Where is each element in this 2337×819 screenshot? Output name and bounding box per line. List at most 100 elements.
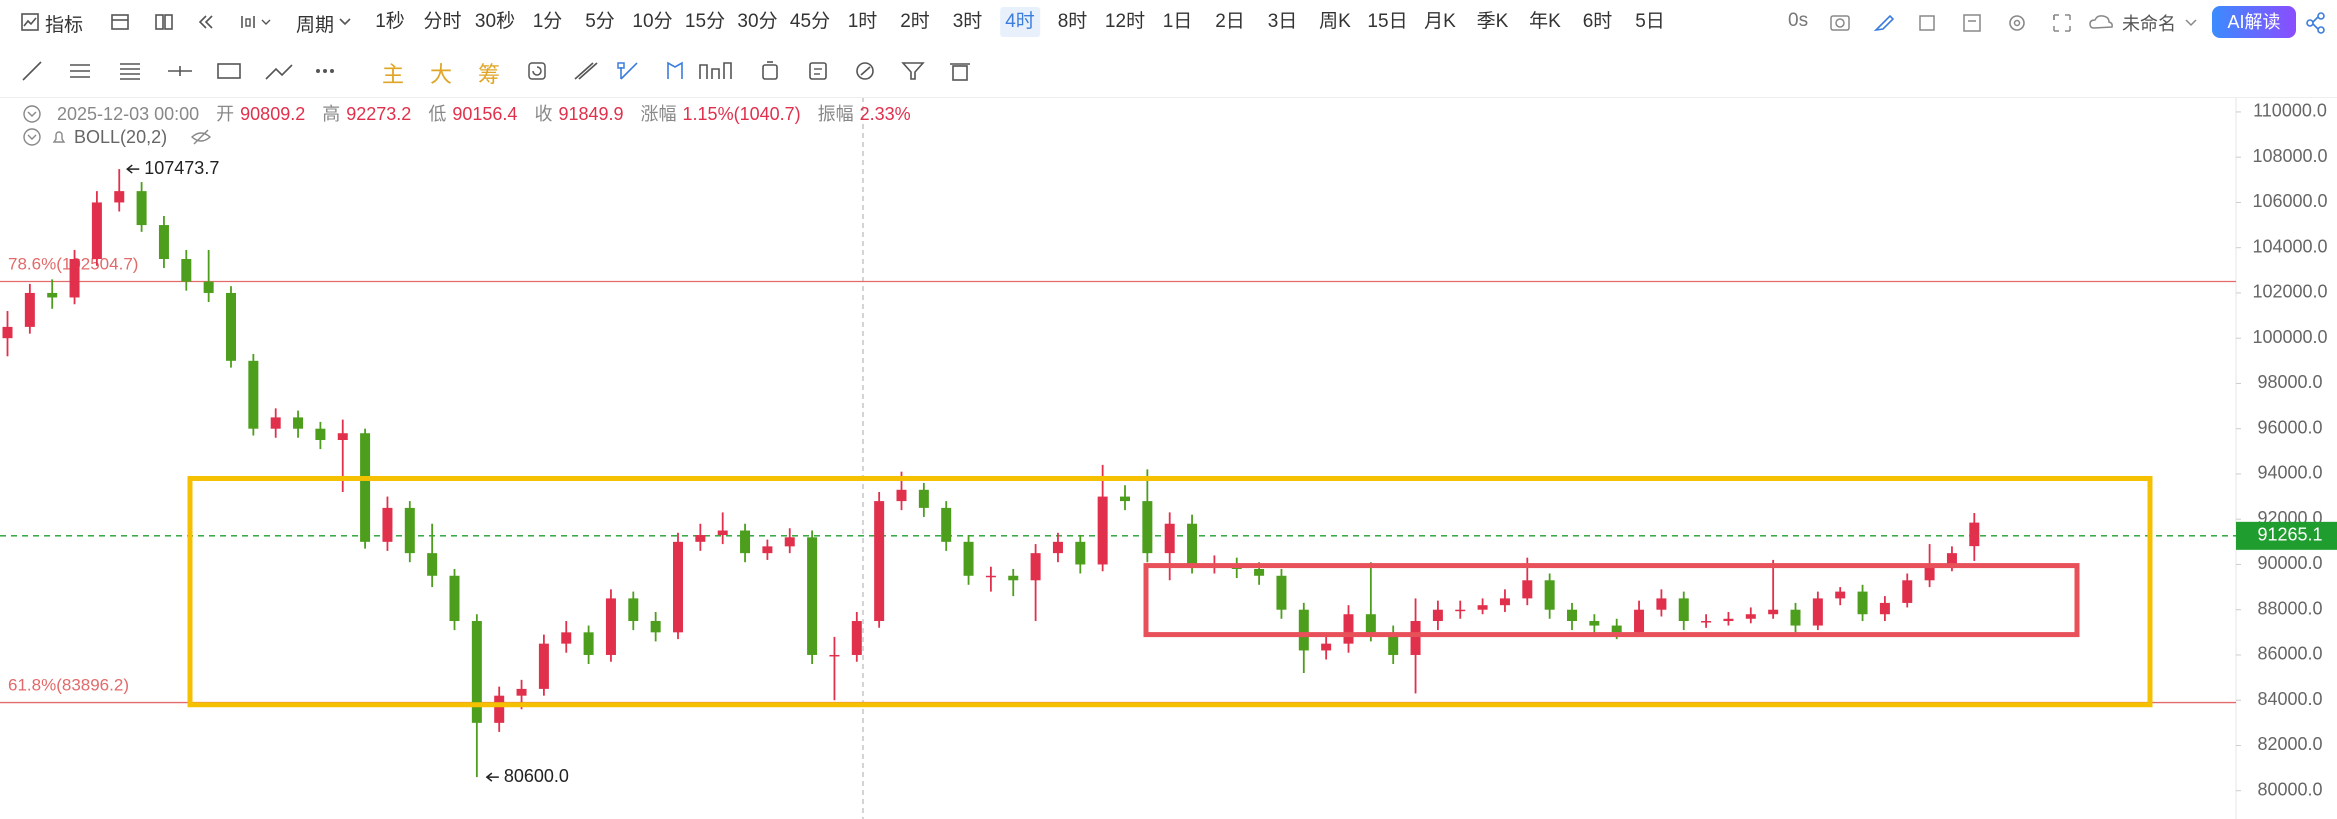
interval-button[interactable]: 周K — [1319, 11, 1351, 32]
candle-body — [1544, 580, 1555, 610]
info-label: 高 — [322, 104, 341, 124]
candle-body — [1611, 625, 1622, 633]
top-right-icons[interactable] — [1828, 11, 2248, 35]
interval-button[interactable]: 季K — [1476, 11, 1509, 32]
layout-name[interactable]: 未命名 — [2122, 14, 2176, 34]
interval-button[interactable]: 2时 — [900, 11, 930, 32]
ai-button[interactable]: AI解读 — [2212, 6, 2296, 38]
candle-body — [918, 489, 929, 508]
interval-button[interactable]: 1时 — [847, 11, 878, 32]
candle-body — [628, 598, 639, 622]
candle-body — [1723, 618, 1734, 622]
replay-icon[interactable] — [196, 12, 216, 32]
chips-toggle[interactable]: 筹 — [478, 62, 501, 87]
interval-button[interactable]: 3日 — [1267, 11, 1298, 32]
draw-tools-right[interactable] — [525, 59, 1055, 83]
info-value: 90809.2 — [240, 104, 306, 124]
last-price-tag — [2236, 521, 2337, 550]
interval-button[interactable]: 12时 — [1104, 11, 1146, 32]
y-tick-label: 86000.0 — [2257, 644, 2322, 664]
interval-button[interactable]: 1分 — [532, 11, 563, 32]
interval-button[interactable]: 1秒 — [375, 11, 405, 32]
candle-body — [1321, 643, 1332, 651]
info-value: 92273.2 — [346, 104, 412, 124]
candle-body — [1187, 523, 1198, 565]
candle-body — [1164, 523, 1175, 554]
interval-button[interactable]: 8时 — [1057, 11, 1088, 32]
info-label: 开 — [216, 104, 235, 124]
candle-body — [1812, 598, 1823, 626]
period-chevron[interactable] — [338, 14, 352, 28]
layout-icon[interactable] — [110, 12, 130, 32]
candle-body — [1388, 632, 1399, 655]
candle-body — [1567, 609, 1577, 622]
y-tick-label: 90000.0 — [2257, 553, 2322, 573]
candle-body — [1969, 522, 1980, 547]
draw-tools-left[interactable] — [20, 59, 350, 83]
big-order-toggle[interactable]: 大 — [430, 62, 453, 87]
interval-button[interactable]: 10分 — [632, 11, 673, 32]
candle-body — [1455, 609, 1466, 612]
timer: 0s — [1788, 10, 1809, 31]
indicator-button[interactable]: 指标 — [45, 15, 84, 36]
candle-body — [1879, 602, 1890, 615]
main-chart-toggle[interactable]: 主 — [382, 62, 405, 87]
share-icon[interactable] — [2304, 11, 2328, 35]
candle-info: 2025-12-03 00:00 开 90809.2 高 92273.2 低 9015… — [23, 100, 923, 126]
candle-body — [494, 695, 505, 723]
range-box — [1143, 563, 2080, 638]
candle-body — [1924, 564, 1935, 581]
interval-button[interactable]: 3时 — [952, 11, 983, 32]
indicator-icon[interactable] — [20, 12, 40, 32]
interval-button[interactable]: 15分 — [684, 11, 726, 32]
alert-icon[interactable] — [49, 127, 69, 147]
period-button[interactable]: 周期 — [296, 15, 335, 36]
candle-body — [1589, 621, 1600, 626]
hide-icon[interactable] — [190, 127, 212, 147]
candle-body — [315, 428, 326, 441]
interval-button[interactable]: 2日 — [1215, 11, 1245, 32]
candle-body — [673, 541, 683, 633]
candle-body — [1075, 541, 1086, 565]
interval-button[interactable]: 4时 — [1000, 7, 1040, 37]
split-icon[interactable] — [154, 12, 174, 32]
candle-body — [874, 501, 885, 622]
candle-body — [47, 292, 58, 298]
candle-body — [293, 417, 304, 429]
interval-button[interactable]: 45分 — [789, 11, 831, 32]
chart-type-icon[interactable] — [238, 12, 274, 32]
collapse-icon[interactable] — [22, 104, 42, 124]
y-tick-label: 82000.0 — [2257, 734, 2322, 754]
interval-button[interactable]: 月K — [1424, 11, 1456, 32]
interval-button[interactable]: 30秒 — [474, 11, 516, 32]
interval-button[interactable]: 1日 — [1162, 11, 1193, 32]
last-price-label: 91265.1 — [2257, 525, 2322, 545]
interval-button[interactable]: 年K — [1529, 11, 1561, 32]
candle-body — [1477, 605, 1488, 610]
y-tick-label: 88000.0 — [2257, 598, 2322, 618]
interval-button[interactable]: 30分 — [737, 11, 778, 32]
candle-body — [985, 575, 996, 578]
interval-button[interactable]: 分时 — [423, 11, 462, 32]
candle-body — [226, 292, 236, 361]
candle-body — [1030, 553, 1041, 581]
collapse-icon[interactable] — [22, 127, 42, 147]
interval-button[interactable]: 6时 — [1582, 11, 1613, 32]
candle-body — [1410, 621, 1421, 655]
interval-button[interactable]: 5日 — [1635, 11, 1665, 32]
candle-body — [1432, 609, 1443, 622]
candle-body — [69, 259, 80, 298]
interval-button[interactable]: 15日 — [1367, 11, 1408, 32]
range-box — [187, 475, 2153, 708]
candle-body — [740, 530, 751, 554]
layout-chevron[interactable] — [2184, 16, 2198, 30]
candle-body — [516, 688, 527, 696]
candle-body — [382, 507, 393, 542]
candle-body — [762, 546, 773, 554]
indicator-name[interactable]: BOLL(20,2) — [74, 127, 168, 147]
y-tick-label: 84000.0 — [2257, 689, 2322, 709]
candle-body — [941, 507, 952, 542]
interval-button[interactable]: 5分 — [585, 11, 615, 32]
info-datetime: 2025-12-03 00:00 — [57, 104, 200, 124]
info-label: 涨幅 — [640, 104, 677, 124]
